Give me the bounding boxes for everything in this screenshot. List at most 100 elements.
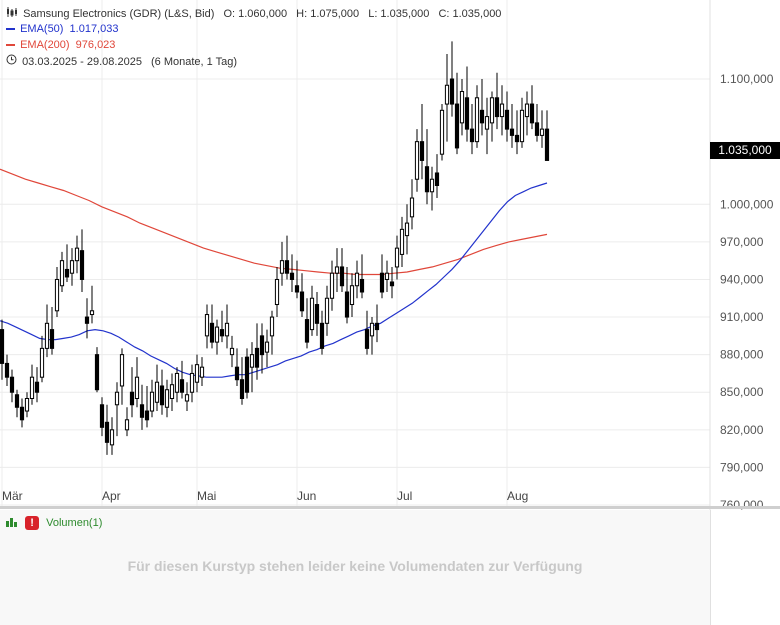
candle-body [144, 410, 150, 421]
candlestick-icon[interactable] [6, 7, 21, 21]
warning-icon[interactable]: ! [25, 516, 40, 530]
candle-body [484, 116, 490, 130]
ema200-swatch [6, 44, 15, 47]
candle-body [84, 316, 90, 324]
candle-body [79, 250, 85, 280]
candle-body [544, 128, 550, 161]
candle-body [439, 109, 445, 155]
candle-body [459, 91, 465, 124]
candle-body [454, 103, 460, 149]
date-range-detail: (6 Monate, 1 Tag) [151, 55, 238, 68]
candle-body [209, 322, 215, 343]
x-tick-label: Apr [102, 489, 121, 503]
volume-label: Volumen(1) [46, 516, 103, 529]
date-range[interactable]: 03.03.2025 - 29.08.2025 (6 Monate, 1 Tag… [6, 54, 237, 69]
candle-body [129, 391, 135, 406]
ema200-label: EMA(200) [20, 39, 70, 52]
candle-body [179, 379, 185, 393]
candle-body [9, 376, 15, 393]
candle-body [284, 260, 290, 274]
ema200-value: 976,023 [75, 39, 116, 52]
candle-body [384, 272, 390, 280]
volume-axis-panel [710, 510, 780, 625]
candle-body [539, 128, 545, 136]
candle-body [364, 329, 370, 349]
candle-body [64, 268, 70, 278]
chart-header: Samsung Electronics (GDR) (L&S, Bid) O: … [6, 6, 501, 22]
candle-body [394, 247, 400, 268]
y-tick-label: 820,000 [720, 423, 764, 437]
ema200-legend[interactable]: EMA(200) 976,023 [6, 38, 115, 52]
y-tick-label: 1.000,000 [720, 197, 774, 211]
candle-body [519, 109, 525, 143]
price-chart[interactable]: Mär Apr Mai Jun Jul Aug760,000790,000820,0008… [0, 0, 780, 510]
low-value: L: 1.035,000 [368, 8, 430, 20]
candle-body [244, 356, 250, 393]
candle-body [499, 103, 505, 118]
candle-body [494, 97, 500, 118]
instrument-title: Samsung Electronics (GDR) (L&S, Bid) [23, 8, 215, 20]
candle-body [359, 278, 365, 293]
x-tick-label: Jun [297, 489, 316, 503]
candle-body [534, 122, 540, 136]
candle-body [154, 381, 160, 403]
candle-body [94, 354, 100, 391]
candle-body [239, 379, 245, 399]
candle-body [344, 291, 350, 318]
x-tick-label: Mär [2, 489, 23, 503]
candle-body [54, 278, 60, 312]
candle-body [124, 419, 130, 431]
candle-body [89, 310, 95, 316]
ema50-label: EMA(50) [20, 23, 64, 36]
candle-body [449, 78, 455, 105]
ema50-legend[interactable]: EMA(50) 1.017,033 [6, 22, 118, 36]
candle-body [469, 128, 475, 143]
candle-body [524, 103, 530, 118]
y-tick-label: 910,000 [720, 310, 764, 324]
candle-body [369, 322, 375, 337]
volume-unavailable-message: Für diesen Kurstyp stehen leider keine V… [127, 558, 583, 574]
candle-body [119, 354, 125, 387]
candle-body [299, 291, 305, 312]
candle-body [444, 84, 450, 105]
candle-body [14, 394, 20, 408]
candle-body [39, 347, 45, 378]
candle-body [479, 109, 485, 124]
candle-body [509, 128, 515, 136]
candle-body [404, 222, 410, 237]
candle-body [374, 322, 380, 331]
ema200-line [0, 168, 548, 276]
candle-body [314, 304, 320, 324]
candle-body [204, 314, 210, 337]
volume-header[interactable]: ! Volumen(1) [6, 516, 102, 530]
candle-body [169, 384, 175, 400]
candle-body [0, 329, 5, 364]
candle-body [149, 391, 155, 412]
candle-body [59, 260, 65, 287]
y-tick-label: 880,000 [720, 348, 764, 362]
candle-body [19, 406, 25, 421]
high-value: H: 1.075,000 [296, 8, 360, 20]
candle-body [234, 366, 240, 381]
y-tick-label: 970,000 [720, 235, 764, 249]
x-tick-label: Mai [197, 489, 216, 503]
candle-body [174, 372, 180, 393]
candle-body [139, 404, 145, 418]
candle-body [254, 347, 260, 368]
candle-body [4, 362, 10, 378]
candle-body [274, 278, 280, 306]
candle-body [279, 260, 285, 274]
candle-body [264, 341, 270, 353]
candle-body [189, 372, 195, 393]
candle-body [414, 141, 420, 180]
candle-body [194, 364, 200, 383]
candle-body [34, 381, 40, 393]
y-tick-label: 790,000 [720, 460, 764, 474]
y-tick-label: 850,000 [720, 385, 764, 399]
candle-body [309, 297, 315, 331]
candle-body [29, 376, 35, 400]
candle-body [379, 272, 385, 293]
candle-body [434, 172, 440, 186]
candle-body [259, 335, 265, 356]
candle-body [104, 421, 110, 443]
